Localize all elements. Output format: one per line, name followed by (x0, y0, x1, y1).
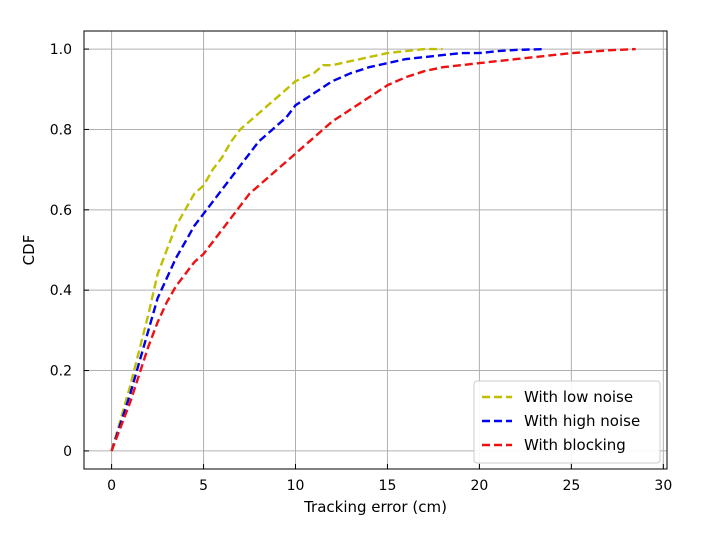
y-tick-label: 0.6 (50, 203, 72, 219)
x-tick-label: 10 (287, 478, 305, 494)
axis-ticks: 0 5 10 15 20 25 30 0 0.2 0.4 0.6 0.8 1.0 (50, 42, 673, 494)
y-tick-label: 0.8 (50, 122, 72, 138)
y-tick-label: 0.4 (50, 283, 72, 299)
x-tick-label: 30 (654, 478, 672, 494)
x-tick-label: 20 (470, 478, 488, 494)
legend-box (473, 380, 661, 464)
legend-label: With low noise (524, 388, 633, 406)
legend: With low noise With high noise With blocki… (473, 380, 661, 464)
legend-label: With high noise (524, 412, 640, 430)
x-axis-label: Tracking error (cm) (303, 498, 447, 516)
y-tick-label: 0.2 (50, 364, 72, 380)
y-tick-label: 0 (63, 444, 72, 460)
y-axis-label: CDF (20, 235, 38, 266)
series-line-1 (110, 47, 544, 452)
x-tick-label: 0 (107, 478, 116, 494)
x-tick-label: 25 (562, 478, 580, 494)
legend-label: With blocking (524, 436, 626, 454)
x-tick-label: 15 (379, 478, 397, 494)
series-line-0 (110, 47, 443, 452)
x-tick-label: 5 (199, 478, 208, 494)
plot-frame (83, 30, 668, 470)
series-lines (110, 47, 636, 452)
y-tick-label: 1.0 (50, 42, 72, 58)
